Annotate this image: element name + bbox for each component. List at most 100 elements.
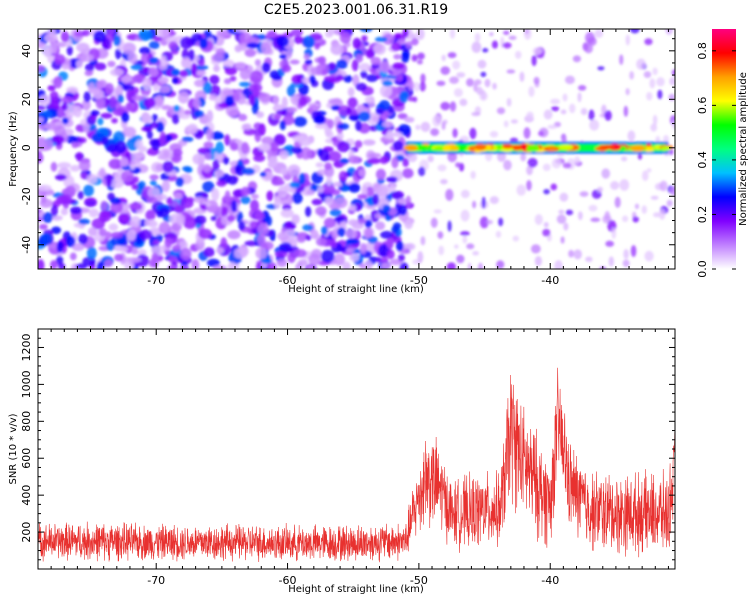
spectrogram-cell — [241, 141, 250, 155]
spectrogram-cell — [149, 174, 159, 181]
spectrogram-cell — [273, 114, 282, 120]
spectrogram-cell — [319, 149, 330, 162]
spectrogram-cell — [337, 141, 351, 153]
spectrogram-cell — [58, 262, 66, 269]
spectrogram-cell — [524, 29, 529, 35]
spectrogram-cell — [620, 156, 628, 162]
spectrogram-cell — [42, 212, 53, 223]
spectrogram-cell — [142, 77, 152, 91]
spectrogram-cell — [659, 180, 668, 192]
spectrogram-cell — [110, 201, 123, 214]
spectrogram-cell — [101, 136, 109, 146]
spectrogram-cell — [279, 242, 292, 253]
spectrogram-cell — [129, 216, 142, 228]
spectrogram-cell — [81, 29, 91, 37]
spectrogram-cell — [623, 249, 629, 260]
spectrogram-cell — [534, 214, 543, 226]
spectrogram-cell — [194, 64, 209, 71]
figure-title: C2E5.2023.001.06.31.R19 — [264, 2, 448, 18]
spectrogram-cell — [172, 77, 179, 84]
spectrogram-cell — [117, 94, 124, 104]
spectrogram-cell — [268, 156, 278, 167]
spectrogram-cell — [238, 113, 248, 122]
spectrogram-cell — [160, 55, 167, 67]
spectrogram-cell — [447, 151, 458, 163]
spectrogram-cell — [252, 84, 259, 98]
spectrogram-cell — [386, 249, 395, 260]
spectrogram-cell — [60, 31, 70, 43]
spectrogram-cell — [136, 254, 149, 267]
spectrogram-cell — [641, 170, 649, 182]
spectrogram-cell — [652, 67, 658, 76]
spectrogram-cell — [50, 161, 58, 172]
spectrogram-cell — [298, 137, 312, 147]
spectrogram-cell — [402, 168, 414, 179]
spectrogram-cell — [588, 204, 598, 212]
spectrogram-cell — [215, 247, 224, 254]
spectrogram-cell — [200, 203, 207, 210]
y-tick-label: 20 — [20, 92, 33, 106]
spectrogram-cell — [438, 245, 445, 256]
colorbar: 0.0 0.2 0.4 0.6 0.8 Normalized spectral ampl… — [696, 29, 749, 278]
spectrogram-cell — [38, 137, 48, 150]
spectrogram-cell — [201, 163, 212, 173]
spectrogram-cell — [427, 155, 434, 163]
x-tick-label: -60 — [279, 274, 297, 287]
spectrogram-cell — [191, 259, 200, 269]
spectrogram-cell — [293, 116, 307, 127]
spectrogram-cell — [83, 184, 94, 197]
spectrogram-cell — [70, 164, 81, 172]
spectrogram-cell — [120, 75, 132, 83]
spectrogram-cell — [121, 84, 135, 92]
spectrogram-cell — [496, 151, 507, 163]
spectrogram-cell — [531, 55, 537, 67]
spectrogram-cell — [407, 96, 417, 102]
spectrogram-cell — [127, 52, 138, 64]
spectrogram-cell — [577, 92, 582, 103]
spectrogram-cell — [175, 176, 185, 187]
spectrogram-cell — [69, 252, 77, 261]
spectrogram-cell — [268, 262, 277, 269]
spectrogram-cell — [260, 41, 272, 55]
spectrogram-cell — [181, 136, 194, 143]
spectrogram-cell — [375, 256, 382, 263]
x-tick-label: -60 — [279, 574, 297, 587]
spectrogram-cell — [482, 48, 489, 53]
spectrogram-cell — [381, 138, 395, 144]
spectrogram-cell — [315, 237, 327, 247]
spectrogram-cell — [669, 77, 675, 86]
spectrogram-cell — [97, 117, 104, 126]
spectrogram-cell — [290, 29, 303, 37]
spectrogram-cell — [399, 90, 409, 103]
spectrogram-cell — [248, 94, 256, 106]
spectrogram-cell — [119, 157, 129, 168]
spectrogram-cell — [360, 70, 368, 79]
spectrogram-cell — [38, 104, 46, 111]
spectrogram-cell — [151, 138, 160, 151]
spectrogram-cell — [173, 105, 181, 112]
spectrogram-cell — [61, 101, 68, 111]
x-tick-label: -70 — [147, 574, 165, 587]
spectrogram-cell — [61, 117, 69, 125]
spectrogram-cell — [306, 189, 315, 196]
spectrogram-cell — [395, 240, 404, 252]
spectrogram-cell — [157, 154, 166, 160]
spectrogram-cell — [194, 110, 205, 118]
spectrogram-cell — [236, 211, 244, 223]
spectrogram-cell — [280, 208, 294, 218]
spectrogram-cell — [474, 79, 482, 86]
spectrogram-cell — [131, 248, 139, 255]
spectrogram-cell — [510, 119, 519, 124]
spectrogram-cell — [244, 48, 257, 58]
spectrogram-cell — [317, 186, 324, 193]
spectrogram-cell — [665, 29, 674, 35]
spectrogram-cell — [302, 35, 315, 49]
spectrogram-cell — [456, 72, 466, 78]
spectrogram-cell — [496, 107, 506, 115]
spectrogram-cell — [274, 196, 282, 209]
spectrogram-cell — [467, 262, 472, 269]
spectrogram-cell — [107, 29, 116, 36]
spectrogram-xlabel: Height of straight line (km) — [288, 284, 424, 295]
spectrogram-cell — [551, 158, 562, 169]
